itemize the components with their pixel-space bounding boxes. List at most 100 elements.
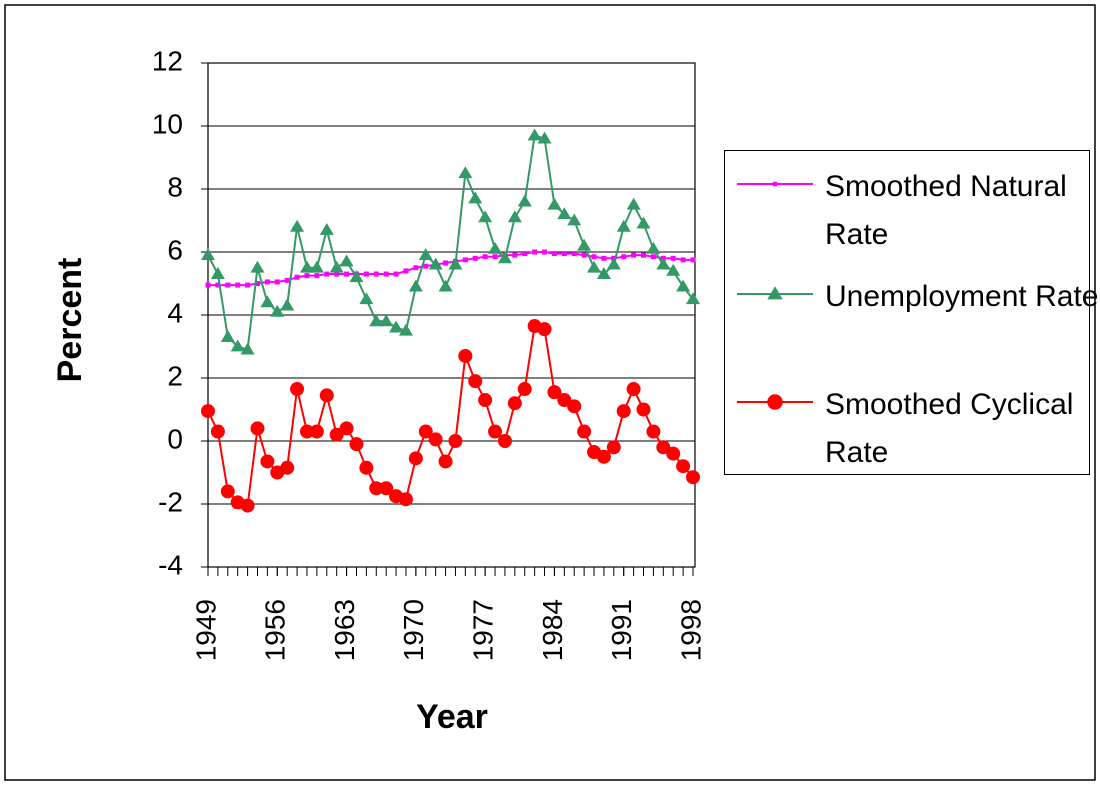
y-tick-label: 10 bbox=[152, 108, 183, 139]
marker bbox=[458, 166, 473, 179]
marker bbox=[304, 273, 310, 279]
marker bbox=[205, 282, 211, 288]
x-tick-label: 1949 bbox=[190, 599, 221, 661]
marker bbox=[601, 255, 607, 261]
marker bbox=[359, 292, 374, 305]
marker bbox=[339, 254, 354, 267]
marker bbox=[220, 484, 235, 499]
marker bbox=[522, 251, 528, 257]
marker bbox=[379, 481, 394, 496]
marker bbox=[235, 282, 241, 288]
y-axis-title: Percent bbox=[51, 258, 89, 383]
marker bbox=[250, 421, 265, 436]
marker bbox=[621, 254, 627, 260]
marker bbox=[507, 210, 522, 223]
legend-swatch bbox=[737, 394, 813, 410]
marker bbox=[641, 252, 647, 258]
marker bbox=[408, 451, 423, 466]
marker bbox=[650, 254, 656, 260]
marker bbox=[571, 251, 577, 257]
x-tick-label: 1984 bbox=[537, 599, 568, 661]
marker bbox=[389, 320, 404, 333]
marker bbox=[527, 128, 542, 141]
marker bbox=[478, 210, 493, 223]
marker bbox=[616, 404, 631, 419]
marker bbox=[581, 252, 587, 258]
marker bbox=[220, 330, 235, 342]
marker bbox=[606, 440, 621, 455]
marker bbox=[290, 219, 305, 232]
marker bbox=[676, 279, 691, 292]
y-tick-label: 0 bbox=[167, 423, 183, 454]
marker bbox=[438, 454, 453, 469]
marker bbox=[210, 267, 225, 279]
marker bbox=[314, 273, 320, 279]
x-tick-label: 1998 bbox=[675, 599, 706, 661]
marker bbox=[458, 348, 473, 363]
marker bbox=[408, 279, 423, 292]
marker bbox=[349, 437, 364, 452]
marker bbox=[418, 248, 433, 261]
marker bbox=[225, 282, 231, 288]
marker bbox=[280, 460, 295, 475]
marker bbox=[339, 421, 354, 436]
marker bbox=[517, 194, 532, 207]
y-tick-label: 12 bbox=[152, 45, 183, 76]
marker bbox=[557, 207, 572, 220]
marker bbox=[488, 241, 503, 254]
marker bbox=[379, 314, 394, 327]
marker bbox=[428, 432, 443, 447]
marker bbox=[363, 271, 369, 277]
marker bbox=[676, 459, 691, 474]
marker bbox=[264, 279, 270, 285]
marker bbox=[767, 286, 783, 300]
marker bbox=[319, 388, 334, 403]
marker bbox=[329, 260, 344, 273]
y-tick-label: -4 bbox=[158, 549, 183, 580]
marker bbox=[537, 322, 552, 337]
marker bbox=[240, 342, 255, 355]
marker bbox=[462, 257, 468, 263]
marker bbox=[532, 249, 538, 255]
marker bbox=[577, 424, 592, 439]
marker bbox=[443, 260, 449, 266]
marker bbox=[309, 424, 324, 439]
marker bbox=[767, 394, 783, 410]
marker bbox=[488, 424, 503, 439]
marker bbox=[201, 248, 215, 261]
marker bbox=[260, 454, 275, 469]
marker bbox=[606, 257, 621, 270]
legend-entry: Unemployment Rate bbox=[725, 279, 1100, 321]
y-tick-label: 2 bbox=[167, 360, 183, 391]
marker bbox=[656, 257, 671, 270]
marker bbox=[577, 238, 592, 251]
y-tick-label: 6 bbox=[167, 234, 183, 265]
marker bbox=[398, 492, 413, 507]
marker bbox=[245, 282, 251, 288]
legend-swatch bbox=[737, 286, 813, 300]
marker bbox=[254, 281, 260, 286]
marker bbox=[294, 274, 300, 280]
marker bbox=[324, 271, 330, 277]
marker bbox=[482, 254, 488, 260]
marker bbox=[497, 434, 512, 448]
marker bbox=[359, 460, 374, 475]
x-tick-label: 1970 bbox=[398, 599, 429, 661]
marker bbox=[319, 222, 334, 235]
legend-entry: Smoothed Natural Rate bbox=[725, 169, 1100, 259]
marker bbox=[772, 181, 778, 187]
marker bbox=[616, 219, 631, 232]
marker bbox=[418, 424, 433, 439]
marker bbox=[666, 446, 681, 461]
marker bbox=[512, 252, 518, 258]
x-tick-label: 1991 bbox=[606, 599, 637, 661]
marker bbox=[686, 292, 700, 305]
marker bbox=[344, 271, 350, 277]
marker bbox=[260, 295, 275, 308]
marker bbox=[497, 251, 512, 264]
marker bbox=[349, 270, 364, 283]
marker bbox=[373, 271, 379, 277]
marker bbox=[517, 382, 532, 397]
marker bbox=[472, 255, 478, 261]
marker bbox=[686, 470, 700, 485]
